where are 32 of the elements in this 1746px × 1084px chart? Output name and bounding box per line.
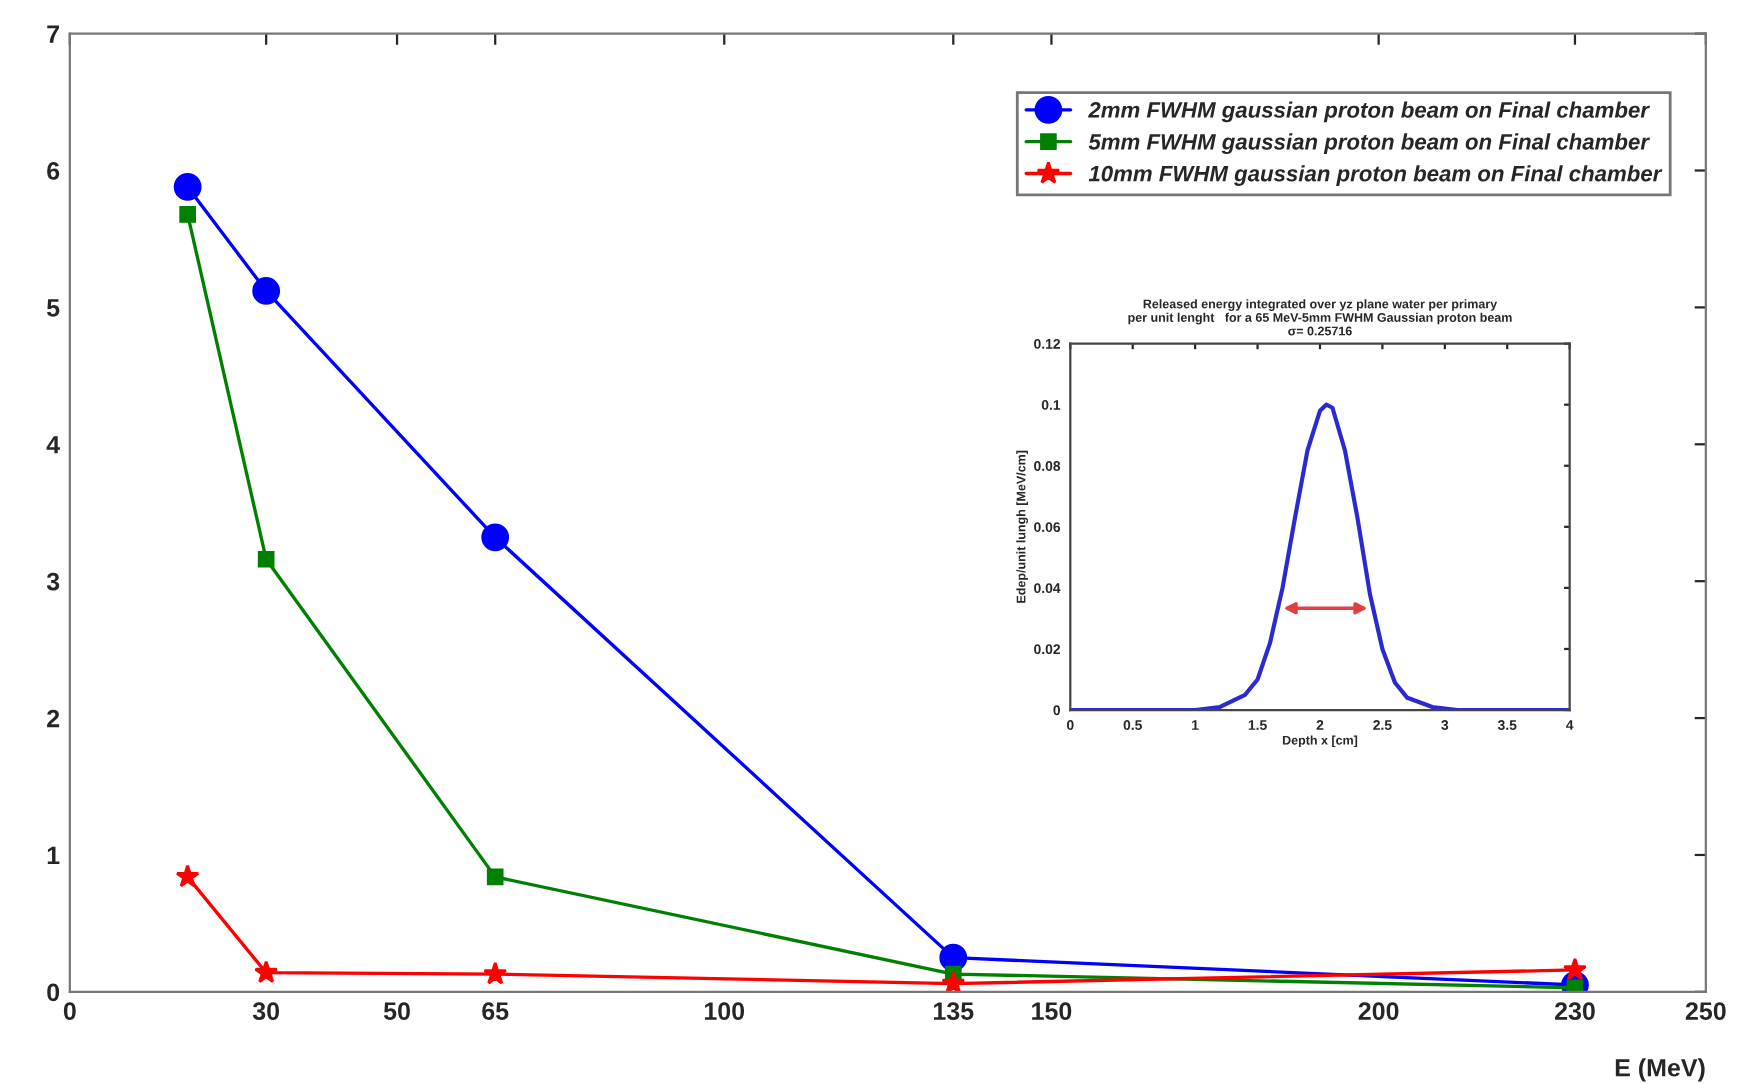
x-tick-label: 230 [1554,1002,1595,1020]
x-tick-label: 135 [934,1002,974,1020]
x-axis-title: E (MeV) [1615,1058,1705,1082]
x-tick-label: 250 [1685,1002,1726,1020]
point [254,960,279,984]
y-tick-label: 6 [47,162,60,180]
point [179,205,196,223]
point [483,961,508,985]
legend-label: 10mm FWHM gaussian proton beam on Final chamber [1088,165,1663,186]
point [175,864,200,888]
x-tick-label: 100 [704,1002,745,1020]
point [252,277,281,305]
y-tick-label: 0 [47,983,60,1002]
y-tick-label: 3 [46,572,60,591]
point [257,550,275,568]
x-tick-label: 65 [482,1002,509,1020]
y-tick-label: 1 [47,846,60,865]
point [941,971,966,992]
y-tick-label: 7 [47,25,60,43]
point [486,868,504,886]
point [1563,957,1587,981]
x-tick-label: 200 [1358,1002,1399,1020]
x-tick-label: 30 [252,1002,280,1020]
y-tick-label: 4 [46,436,60,454]
x-tick-label: 50 [383,1002,410,1020]
x-tick-label: 150 [1032,1002,1072,1020]
x-tick-label: 0 [63,1002,76,1020]
legend-label: 5mm FWHM gaussian proton beam on Final chamber [1088,133,1650,155]
legend-label: 2mm FWHM gaussian proton beam on Final chamber [1088,101,1650,123]
y-tick-label: 5 [46,299,60,317]
point [481,523,510,552]
point [173,173,202,201]
